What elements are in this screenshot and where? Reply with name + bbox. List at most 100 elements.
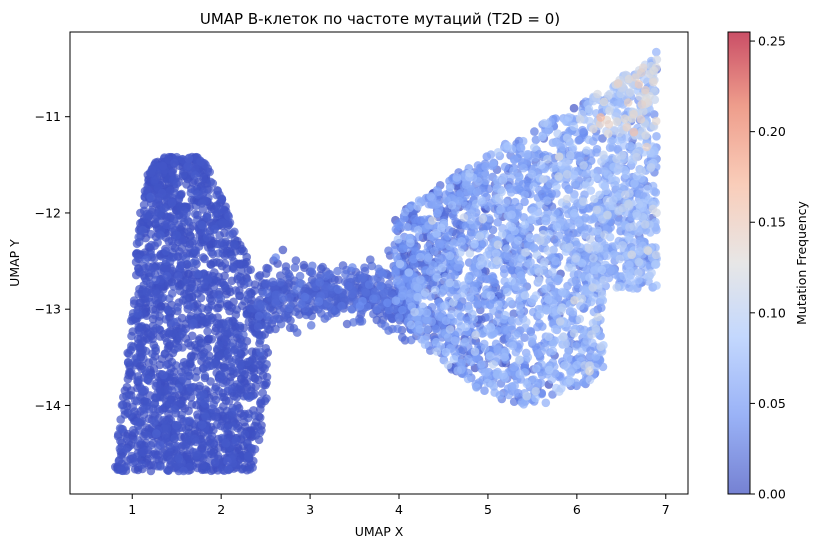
scatter-point	[589, 124, 598, 134]
scatter-point	[564, 263, 573, 272]
scatter-point	[574, 136, 583, 145]
scatter-point	[452, 279, 462, 289]
scatter-point	[212, 420, 222, 429]
scatter-point	[603, 210, 612, 220]
scatter-point	[430, 285, 440, 295]
scatter-point	[148, 349, 157, 359]
scatter-point	[133, 436, 143, 445]
scatter-point	[531, 387, 540, 396]
scatter-point	[367, 261, 377, 271]
scatter-point	[584, 244, 594, 253]
scatter-point	[392, 252, 401, 261]
scatter-point	[456, 248, 465, 257]
scatter-point	[255, 428, 265, 438]
scatter-point	[585, 375, 595, 385]
scatter-point	[185, 301, 195, 311]
scatter-point	[170, 214, 180, 224]
scatter-point	[599, 97, 609, 107]
scatter-point	[271, 290, 281, 300]
scatter-point	[480, 170, 490, 180]
scatter-point	[531, 211, 540, 221]
scatter-point	[391, 266, 400, 276]
scatter-point	[540, 257, 549, 267]
scatter-point	[527, 337, 537, 346]
scatter-point	[154, 193, 164, 202]
scatter-point	[552, 222, 562, 232]
scatter-point	[229, 391, 239, 401]
scatter-point	[478, 214, 488, 224]
scatter-point	[221, 336, 231, 346]
scatter-point	[551, 256, 560, 266]
scatter-point	[507, 210, 516, 219]
scatter-point	[643, 246, 653, 255]
scatter-point	[314, 297, 324, 306]
scatter-point	[262, 372, 272, 382]
scatter-point	[539, 175, 548, 184]
scatter-point	[391, 296, 401, 306]
scatter-point	[240, 430, 250, 439]
scatter-point	[344, 281, 353, 291]
scatter-point	[156, 462, 165, 471]
scatter-point	[275, 305, 285, 315]
scatter-point	[318, 262, 327, 272]
scatter-point	[182, 425, 191, 434]
scatter-point	[239, 330, 248, 340]
scatter-point	[414, 232, 424, 242]
scatter-point	[179, 327, 188, 336]
scatter-point	[589, 253, 598, 263]
scatter-point	[222, 301, 232, 311]
scatter-point	[220, 280, 229, 290]
scatter-point	[542, 284, 551, 293]
scatter-point	[214, 239, 224, 249]
scatter-point	[603, 129, 613, 138]
scatter-point	[147, 165, 157, 174]
scatter-point	[516, 142, 525, 152]
scatter-point	[152, 379, 162, 388]
scatter-point	[607, 173, 617, 183]
scatter-point	[172, 179, 181, 189]
scatter-point	[193, 269, 202, 279]
scatter-point	[217, 194, 226, 203]
scatter-point	[510, 154, 519, 164]
scatter-point	[506, 234, 515, 243]
scatter-point	[203, 327, 212, 336]
scatter-point	[523, 352, 533, 362]
scatter-point	[234, 384, 243, 394]
scatter-point	[484, 274, 494, 284]
scatter-point	[228, 365, 237, 375]
scatter-point	[347, 304, 357, 314]
scatter-point	[122, 435, 132, 444]
scatter-point	[434, 254, 444, 263]
scatter-point	[236, 279, 246, 288]
scatter-point	[575, 115, 585, 124]
scatter-point	[615, 254, 625, 264]
scatter-point	[465, 249, 475, 258]
scatter-point	[498, 175, 508, 185]
scatter-point	[602, 195, 612, 205]
scatter-point	[454, 255, 463, 265]
scatter-point	[168, 168, 177, 177]
scatter-point	[553, 274, 563, 284]
scatter-point	[171, 361, 181, 370]
scatter-point	[540, 343, 550, 352]
scatter-point	[207, 247, 216, 257]
scatter-point	[494, 193, 504, 203]
scatter-point	[445, 278, 455, 288]
scatter-point	[624, 233, 633, 242]
scatter-point	[190, 171, 200, 180]
scatter-point	[172, 231, 181, 240]
scatter-point	[547, 375, 557, 384]
scatter-point	[496, 205, 505, 214]
scatter-point	[186, 357, 195, 367]
scatter-point	[443, 231, 453, 241]
scatter-point	[138, 225, 148, 235]
scatter-point	[223, 456, 232, 466]
scatter-point	[409, 254, 419, 264]
scatter-point	[143, 431, 152, 441]
scatter-point	[132, 239, 142, 248]
scatter-point	[507, 316, 517, 325]
scatter-point	[155, 332, 165, 341]
scatter-point	[136, 341, 145, 351]
scatter-point	[471, 330, 480, 340]
scatter-point	[228, 450, 238, 460]
